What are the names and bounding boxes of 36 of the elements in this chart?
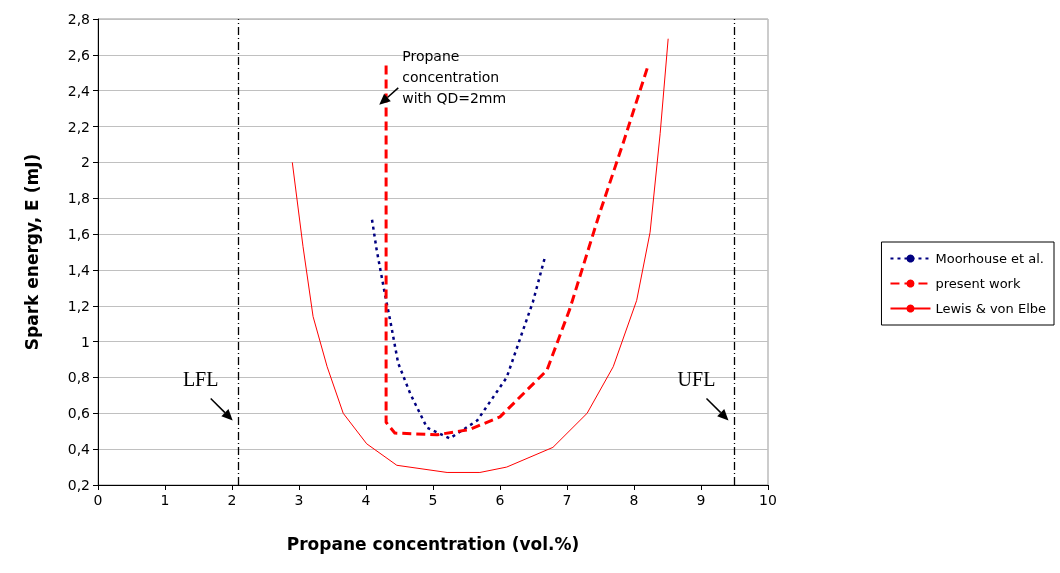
y-tick-label: 2,4 (67, 82, 91, 99)
ref-line-label: LFL (182, 368, 219, 391)
line-series (370, 218, 547, 440)
x-tick-label: 7 (562, 492, 572, 508)
y-tick-label: 0,8 (67, 369, 90, 386)
x-tick-label: 1 (160, 492, 170, 508)
annotation: Propane concentration with QD=2mm (402, 47, 507, 106)
y-tick-label: 1,6 (67, 226, 91, 243)
x-tick-label: 2 (227, 492, 237, 508)
y-tick-label: 2 (81, 154, 90, 171)
y-tick-label: 1,8 (67, 190, 90, 207)
ref-line-label: UFL (677, 368, 716, 391)
y-tick-label: 0,4 (67, 441, 91, 458)
y-tick-label: 0,6 (67, 405, 91, 422)
x-tick-label: 3 (294, 492, 304, 508)
y-tick-label: 2,8 (67, 11, 90, 27)
x-tick-label: 8 (629, 492, 639, 508)
y-axis-title: Spark energy, E (mJ) (21, 153, 42, 351)
legend-label: Moorhouse et al. (935, 251, 1044, 266)
x-tick-label: 4 (361, 492, 371, 508)
line-series (384, 64, 650, 437)
y-tick-label: 2,2 (67, 118, 90, 135)
legend-label: present work (935, 276, 1021, 291)
line-series (291, 38, 669, 473)
x-tick-label: 5 (428, 492, 438, 508)
y-tick-label: 1,2 (67, 297, 90, 314)
x-tick-label: 10 (759, 492, 777, 508)
x-tick-label: 6 (495, 492, 505, 508)
x-tick-label: 9 (696, 492, 706, 508)
y-tick-label: 2,6 (67, 46, 91, 63)
y-tick-label: 1,4 (67, 261, 91, 278)
y-tick-label: 0,2 (67, 477, 90, 493)
legend-label: Lewis & von Elbe (935, 301, 1047, 316)
x-axis-title: Propane concentration (vol.%) (286, 533, 580, 554)
y-tick-label: 1 (81, 333, 90, 350)
x-tick-label: 0 (93, 492, 103, 508)
